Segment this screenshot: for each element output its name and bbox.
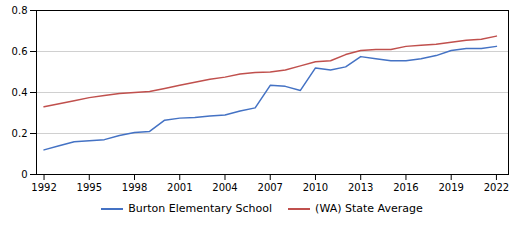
svg-text:2001: 2001 bbox=[167, 182, 192, 193]
svg-text:0.8: 0.8 bbox=[12, 5, 28, 16]
html-text:Burton Elementary School: Burton Elementary School bbox=[128, 202, 273, 215]
svg-text:2010: 2010 bbox=[303, 182, 328, 193]
svg-text:0.6: 0.6 bbox=[12, 46, 28, 57]
svg-text:1992: 1992 bbox=[31, 182, 56, 193]
svg-text:1998: 1998 bbox=[122, 182, 147, 193]
svg-text:2016: 2016 bbox=[393, 182, 418, 193]
svg-text:0.4: 0.4 bbox=[12, 87, 28, 98]
svg-text:0: 0 bbox=[21, 169, 27, 180]
svg-text:2022: 2022 bbox=[484, 182, 509, 193]
svg-text:2007: 2007 bbox=[258, 182, 283, 193]
svg-text:2004: 2004 bbox=[212, 182, 237, 193]
html-text:(WA) State Average: (WA) State Average bbox=[315, 202, 423, 215]
svg-text:0.2: 0.2 bbox=[12, 128, 28, 139]
svg-text:2013: 2013 bbox=[348, 182, 373, 193]
svg-text:1995: 1995 bbox=[77, 182, 102, 193]
svg-text:2019: 2019 bbox=[438, 182, 463, 193]
